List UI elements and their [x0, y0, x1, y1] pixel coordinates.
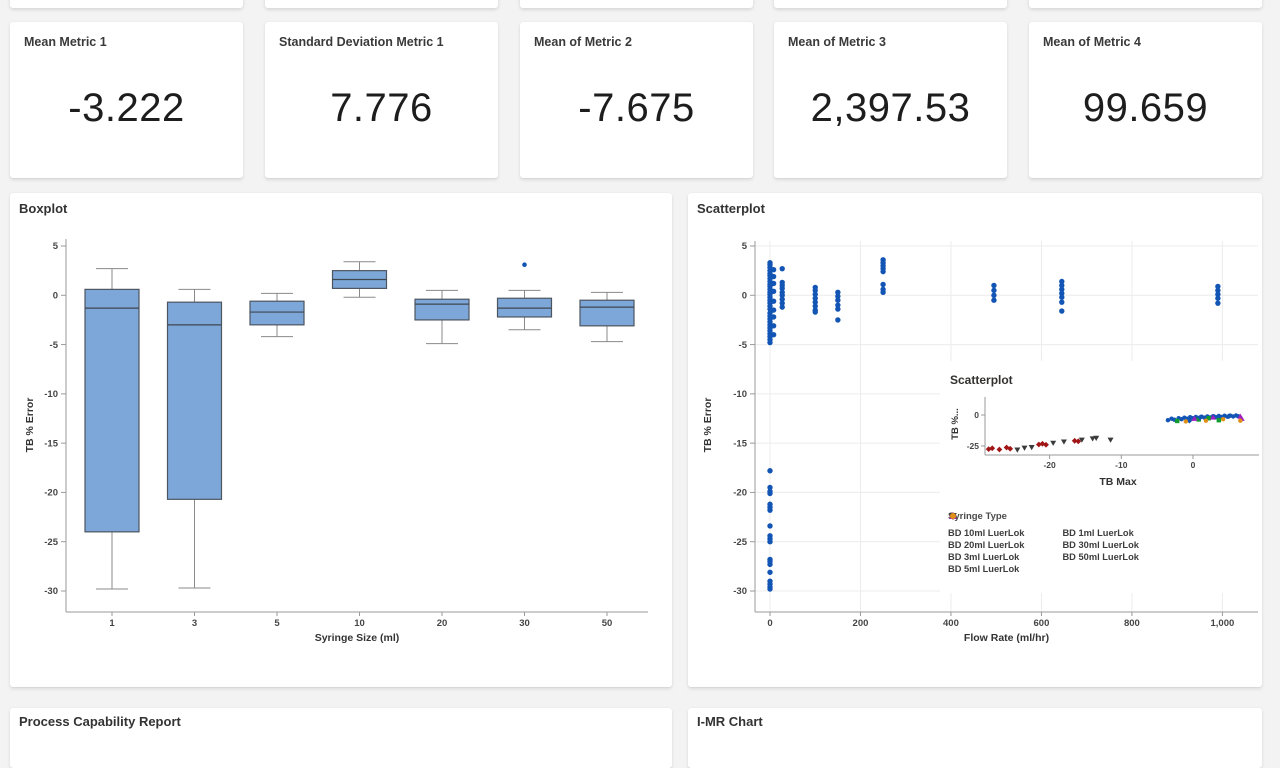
svg-text:0: 0 [974, 410, 979, 420]
metric-card: Mean Metric 1 -3.222 [10, 22, 243, 178]
cut-off-card-edge [10, 0, 243, 8]
svg-text:-20: -20 [733, 488, 747, 499]
legend-title: Syringe Type [948, 511, 1007, 522]
metric-card-title: Mean Metric 1 [24, 35, 107, 49]
svg-text:600: 600 [1034, 618, 1050, 629]
imr-chart-card: I-MR Chart [688, 708, 1262, 768]
svg-text:-10: -10 [733, 389, 747, 400]
metric-card: Mean of Metric 3 2,397.53 [774, 22, 1007, 178]
metric-card-title: Standard Deviation Metric 1 [279, 35, 444, 49]
legend-item: BD 20ml LuerLok [948, 513, 1025, 551]
metric-card: Standard Deviation Metric 1 7.776 [265, 22, 498, 178]
svg-text:800: 800 [1124, 618, 1140, 629]
legend-item: BD 10ml LuerLok [948, 513, 1025, 539]
svg-text:TB %...: TB %... [950, 408, 961, 440]
metric-card-value: -3.222 [68, 86, 185, 130]
legend-item-label: BD 3ml LuerLok [948, 552, 1020, 562]
metric-card-value: 99.659 [1082, 86, 1209, 130]
scatterplot-card: 5 0 -5 -10 -15 -20 -25 -30 0 200 400 600 800 1,000 Flo… [688, 193, 1262, 687]
legend-item-label: BD 20ml LuerLok [948, 540, 1025, 550]
legend-item-label: BD 50ml LuerLok [1062, 552, 1139, 562]
svg-text:50: 50 [602, 618, 613, 629]
svg-text:20: 20 [437, 618, 448, 629]
svg-text:Scatterplot: Scatterplot [950, 373, 1013, 387]
svg-text:-30: -30 [733, 586, 747, 597]
legend-item: BD 1ml LuerLok [949, 512, 1138, 539]
svg-text:TB % Error: TB % Error [24, 398, 36, 453]
svg-text:5: 5 [53, 241, 59, 252]
svg-text:-30: -30 [44, 586, 58, 597]
svg-text:-5: -5 [50, 340, 59, 351]
svg-text:400: 400 [943, 618, 959, 629]
svg-text:0: 0 [767, 618, 772, 629]
svg-text:-20: -20 [1043, 460, 1056, 470]
svg-text:-5: -5 [739, 340, 748, 351]
svg-text:0: 0 [53, 290, 58, 301]
svg-text:-25: -25 [967, 441, 980, 451]
svg-text:0: 0 [742, 290, 747, 301]
svg-text:TB Max: TB Max [1099, 476, 1137, 488]
metric-card-value: 7.776 [330, 86, 433, 130]
process-capability-card: Process Capability Report [10, 708, 672, 768]
dashboard: { "page": {"background": "#f3f3f3", "car… [10, 0, 1262, 768]
svg-text:5: 5 [274, 618, 280, 629]
cut-off-card-edge [520, 0, 753, 8]
metric-card: Mean of Metric 2 -7.675 [520, 22, 753, 178]
cut-off-card-edge [265, 0, 498, 8]
legend-item: BD 3ml LuerLok [948, 513, 1024, 563]
svg-text:5: 5 [742, 241, 748, 252]
svg-text:-15: -15 [44, 438, 58, 449]
legend-item-label: BD 5ml LuerLok [948, 564, 1020, 574]
scatterplot-title: Scatterplot [697, 201, 765, 216]
scatterplot-chart[interactable]: 5 0 -5 -10 -15 -20 -25 -30 0 200 400 600 800 1,000 Flo… [688, 193, 1262, 687]
cut-off-card-edge [1029, 0, 1262, 8]
metric-card-title: Mean of Metric 3 [788, 35, 886, 49]
svg-text:-10: -10 [44, 389, 58, 400]
svg-text:200: 200 [853, 618, 869, 629]
metric-card-value: -7.675 [578, 86, 695, 130]
metric-card: Mean of Metric 4 99.659 [1029, 22, 1262, 178]
svg-text:TB % Error: TB % Error [702, 398, 714, 453]
legend-item: BD 50ml LuerLok [950, 513, 1139, 563]
legend-item-label: BD 30ml LuerLok [1062, 540, 1139, 550]
svg-text:3: 3 [192, 618, 197, 629]
svg-text:Syringe Size (ml): Syringe Size (ml) [315, 632, 400, 644]
legend-item-label: BD 1ml LuerLok [1062, 528, 1134, 538]
svg-text:-25: -25 [44, 537, 58, 548]
svg-text:Flow Rate (ml/hr): Flow Rate (ml/hr) [964, 632, 1049, 644]
boxplot-title: Boxplot [19, 201, 68, 216]
svg-text:30: 30 [519, 618, 530, 629]
svg-text:-15: -15 [733, 438, 747, 449]
metric-card-value: 2,397.53 [810, 86, 971, 130]
svg-text:-25: -25 [733, 537, 747, 548]
boxplot-card: 5 0 -5 -10 -15 -20 -25 -30 1 3 5 10 20 30 50 Syringe Si… [10, 193, 672, 687]
imr-chart-title: I-MR Chart [697, 714, 763, 729]
process-capability-title: Process Capability Report [19, 714, 181, 729]
svg-text:1,000: 1,000 [1211, 618, 1235, 629]
circle-marker-icon [950, 513, 956, 519]
svg-text:0: 0 [1191, 460, 1196, 470]
metric-card-title: Mean of Metric 2 [534, 35, 632, 49]
svg-text:-20: -20 [44, 488, 58, 499]
svg-text:-10: -10 [1115, 460, 1128, 470]
cut-off-card-edge [774, 0, 1007, 8]
legend-item: BD 5ml LuerLok [948, 512, 1024, 575]
svg-text:1: 1 [109, 618, 115, 629]
syringe-type-legend: Syringe Type BD 10ml LuerLok BD 20ml LuerL… [948, 511, 1253, 575]
svg-text:10: 10 [354, 618, 365, 629]
metric-card-title: Mean of Metric 4 [1043, 35, 1141, 49]
legend-item-label: BD 10ml LuerLok [948, 528, 1025, 538]
legend-item: BD 30ml LuerLok [949, 512, 1139, 551]
